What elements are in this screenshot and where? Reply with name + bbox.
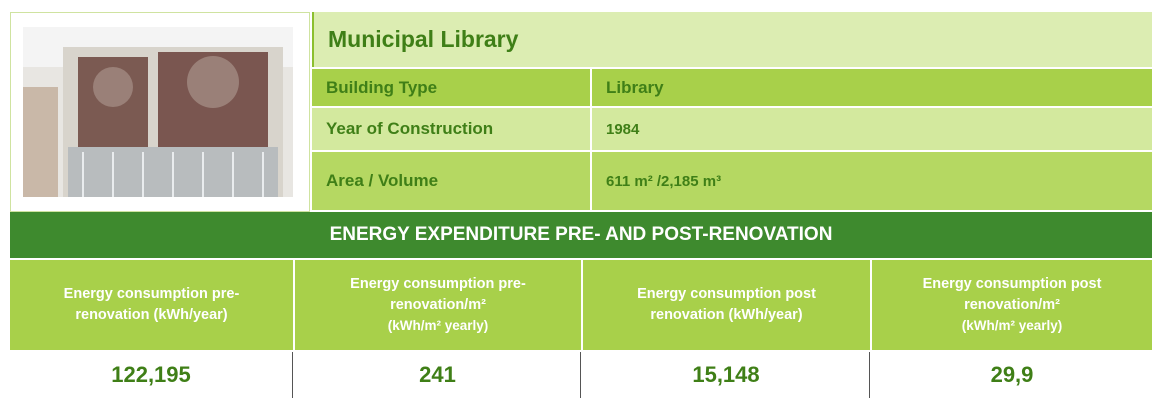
banner: ENERGY EXPENDITURE PRE- AND POST-RENOVAT… bbox=[10, 212, 1152, 258]
detail-value: 1984 bbox=[592, 108, 1152, 150]
column-header: Energy consumption pre-renovation (kWh/y… bbox=[10, 260, 293, 350]
header-line: Energy consumption pre-renovation/m² bbox=[350, 276, 526, 314]
photo-cell bbox=[10, 12, 310, 212]
column-header: Energy consumption post renovation/m² (kW… bbox=[872, 260, 1152, 350]
value-cell: 122,195 bbox=[10, 352, 293, 398]
column-header: Energy consumption pre-renovation/m² (kWh… bbox=[295, 260, 581, 350]
detail-value: Library bbox=[592, 69, 1152, 106]
value-cell: 15,148 bbox=[583, 352, 870, 398]
building-photo bbox=[23, 27, 293, 197]
detail-label: Area / Volume bbox=[312, 152, 590, 210]
header-line: Energy consumption pre-renovation (kWh/y… bbox=[63, 285, 240, 323]
detail-label: Building Type bbox=[312, 69, 590, 106]
value-cell: 29,9 bbox=[872, 352, 1152, 398]
header-line: Energy consumption post renovation (kWh/… bbox=[637, 285, 816, 323]
header-line: (kWh/m² yearly) bbox=[387, 318, 489, 334]
header-line: (kWh/m² yearly) bbox=[961, 318, 1063, 334]
column-header: Energy consumption post renovation (kWh/… bbox=[583, 260, 870, 350]
title: Municipal Library bbox=[312, 12, 1152, 67]
detail-label: Year of Construction bbox=[312, 108, 590, 150]
header-line: Energy consumption post renovation/m² bbox=[922, 276, 1102, 314]
detail-value: 611 m² /2,185 m³ bbox=[592, 152, 1152, 210]
value-cell: 241 bbox=[295, 352, 581, 398]
